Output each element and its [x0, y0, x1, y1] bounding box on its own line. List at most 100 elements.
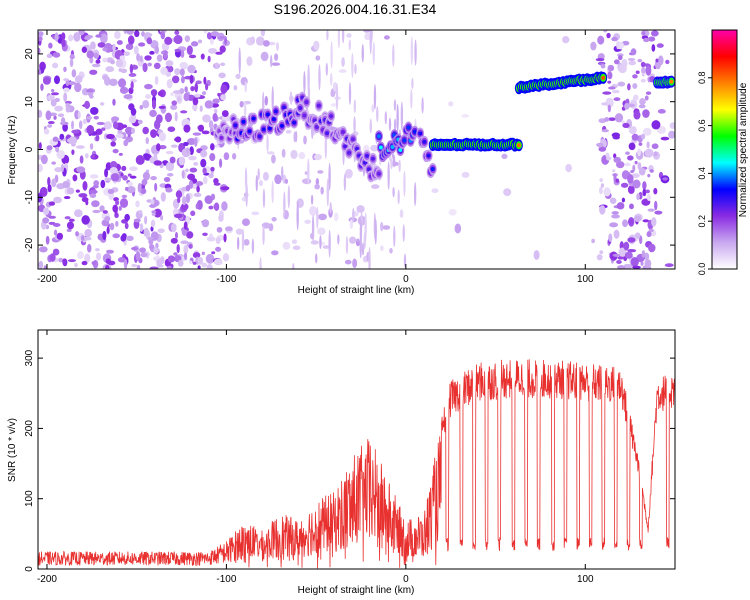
spectrogram-cell	[373, 83, 377, 110]
spectrogram-cell	[84, 253, 91, 264]
spectrogram-cell	[123, 258, 128, 269]
spectrogram-cell	[81, 46, 88, 54]
spectrogram-cell	[200, 53, 205, 60]
spectrogram-cell	[614, 113, 624, 123]
spectrogram-cell	[52, 223, 61, 227]
spectrogram-cell	[111, 116, 120, 122]
spectrogram-cell	[533, 250, 540, 260]
spectrogram-cell	[202, 232, 208, 236]
spectrogram-cell	[140, 252, 148, 258]
spectrogram-cell	[390, 158, 393, 170]
spectrogram-cell	[190, 41, 199, 47]
spectrogram-cell	[95, 252, 102, 261]
spectrogram-cell	[77, 111, 81, 119]
spectrogram-cell	[46, 145, 53, 151]
spectrogram-cell	[669, 79, 674, 84]
spectrogram-cell	[126, 185, 136, 194]
spectrogram-cell	[260, 30, 266, 37]
spectrogram-cell	[637, 148, 642, 157]
spectrogram-cell	[107, 189, 115, 195]
spectrogram-cell	[109, 167, 118, 174]
snr-x-tick-label: 0	[403, 574, 409, 585]
spectrogram-cell	[285, 129, 292, 134]
spectrogram-cell	[371, 104, 375, 113]
spectrogram-cell	[52, 248, 60, 256]
spectrogram-cell	[150, 89, 158, 97]
spectrogram-cell	[120, 68, 128, 74]
spectrogram-cell	[96, 121, 105, 126]
spectrogram-cell	[75, 231, 79, 237]
spectrogram-cell	[125, 43, 134, 51]
spectrogram-cell	[92, 209, 101, 214]
spectrogram-cell	[243, 100, 247, 119]
spectrogram-cell	[642, 188, 647, 197]
spectrogram-cell	[81, 196, 89, 203]
spectrogram-cell	[292, 263, 295, 269]
spectrogram-cell	[130, 107, 137, 116]
spectrogram-cell	[206, 236, 216, 242]
spectrogram-cell	[631, 133, 639, 141]
spectrogram-cell	[57, 113, 65, 118]
spectrogram-cell	[349, 236, 357, 244]
spectrogram-cell	[173, 252, 178, 256]
spectrogram-cell	[160, 214, 164, 221]
spectrogram-cell	[137, 119, 143, 125]
spectrogram-cell	[40, 154, 48, 165]
spectrogram-cell	[149, 50, 155, 55]
spectrogram-cell	[627, 237, 636, 243]
spectrogram-cell	[370, 144, 379, 152]
spectrogram-cell	[215, 246, 222, 252]
snr-panel: -200 -100 0 100 0 100 200 300 Height of straig…	[7, 329, 676, 596]
spectrogram-cell	[454, 223, 462, 234]
spectrogram-cell	[630, 169, 635, 174]
spectrogram-cell	[183, 124, 191, 133]
spectrogram-cell	[315, 178, 320, 186]
spectrogram-cell	[211, 251, 216, 255]
spectrogram-cell	[298, 151, 306, 160]
spectrogram-cell	[596, 254, 603, 261]
spectrogram-cell	[48, 42, 53, 49]
spectrogram-cell	[642, 219, 650, 223]
spectrogram-cell	[338, 69, 347, 73]
spectrogram-cell	[430, 167, 435, 172]
spectrogram-cell	[55, 146, 60, 153]
spectrogram-cell	[649, 169, 654, 173]
spectrogram-cell	[82, 118, 88, 125]
spectrogram-cell	[622, 122, 630, 129]
spectrogram-cell	[156, 143, 161, 152]
spectrogram-cell	[361, 242, 365, 256]
spectrogram-cell	[389, 247, 393, 254]
spectrogram-cell	[180, 240, 189, 245]
spectrogram-cell	[42, 217, 50, 224]
spectrogram-cell	[320, 186, 324, 195]
spectrogram-cell	[371, 184, 380, 189]
spectrogram-cell	[135, 251, 141, 262]
spectrogram-cell	[606, 32, 611, 39]
spectrogram-cell	[76, 166, 86, 174]
spectrogram-cell	[262, 171, 269, 181]
spectrogram-cell	[136, 53, 141, 62]
spectrogram-cell	[372, 41, 376, 66]
snr-y-label: SNR (10 * v/v)	[7, 418, 18, 482]
spectrogram-cell	[174, 48, 181, 53]
spectrogram-cell	[73, 32, 81, 42]
spectrogram-cell	[102, 210, 108, 214]
spectrogram-cell	[599, 250, 604, 254]
spectrogram-cell	[160, 67, 168, 76]
spectrogram-cell	[78, 193, 88, 198]
spectrogram-cell	[216, 226, 223, 233]
spectrogram-cell	[147, 236, 154, 240]
spectrogram-cell	[399, 209, 404, 218]
spectrogram-cell	[104, 216, 111, 222]
spectrogram-cell	[172, 75, 180, 84]
spectrogram-cell	[633, 110, 641, 120]
spectrogram-cell	[284, 178, 289, 184]
spectrogram-cell	[101, 127, 106, 131]
spectrogram-cell	[359, 219, 363, 245]
spectrogram-cell	[282, 105, 287, 110]
spectrogram-cell	[38, 36, 43, 42]
spectrogram-cell	[219, 45, 226, 53]
spectrogram-cell	[89, 143, 94, 150]
spectrogram-cell	[255, 175, 258, 192]
